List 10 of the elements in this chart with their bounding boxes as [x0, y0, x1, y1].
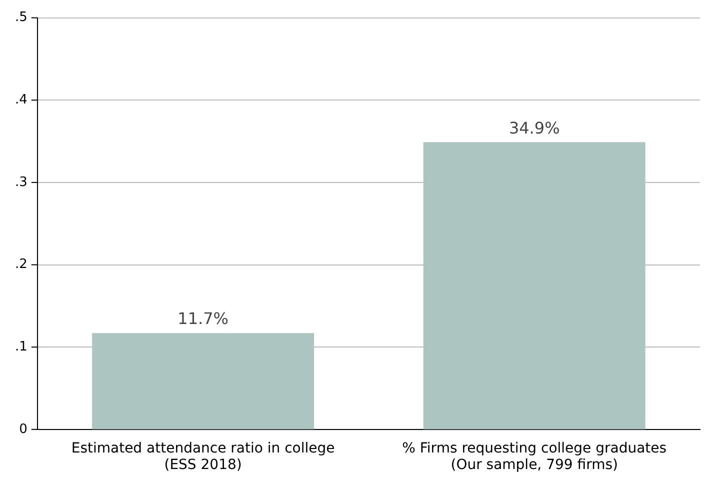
data-label: 11.7%	[178, 309, 228, 328]
x-tick-label: % Firms requesting college graduates (Our sample, 799 firms)	[402, 440, 667, 474]
y-tick-label: .5	[14, 10, 28, 26]
x-tick-label: Estimated attendance ratio in college (ESS 2018)	[71, 440, 335, 474]
y-tick-label: .3	[14, 174, 28, 190]
y-tick-label: .1	[14, 339, 28, 354]
data-label: 34.9%	[508, 118, 560, 138]
y-tick-label: .4	[14, 92, 28, 108]
y-tick-label: .2	[14, 257, 28, 272]
y-tick-label: 0	[19, 422, 28, 437]
